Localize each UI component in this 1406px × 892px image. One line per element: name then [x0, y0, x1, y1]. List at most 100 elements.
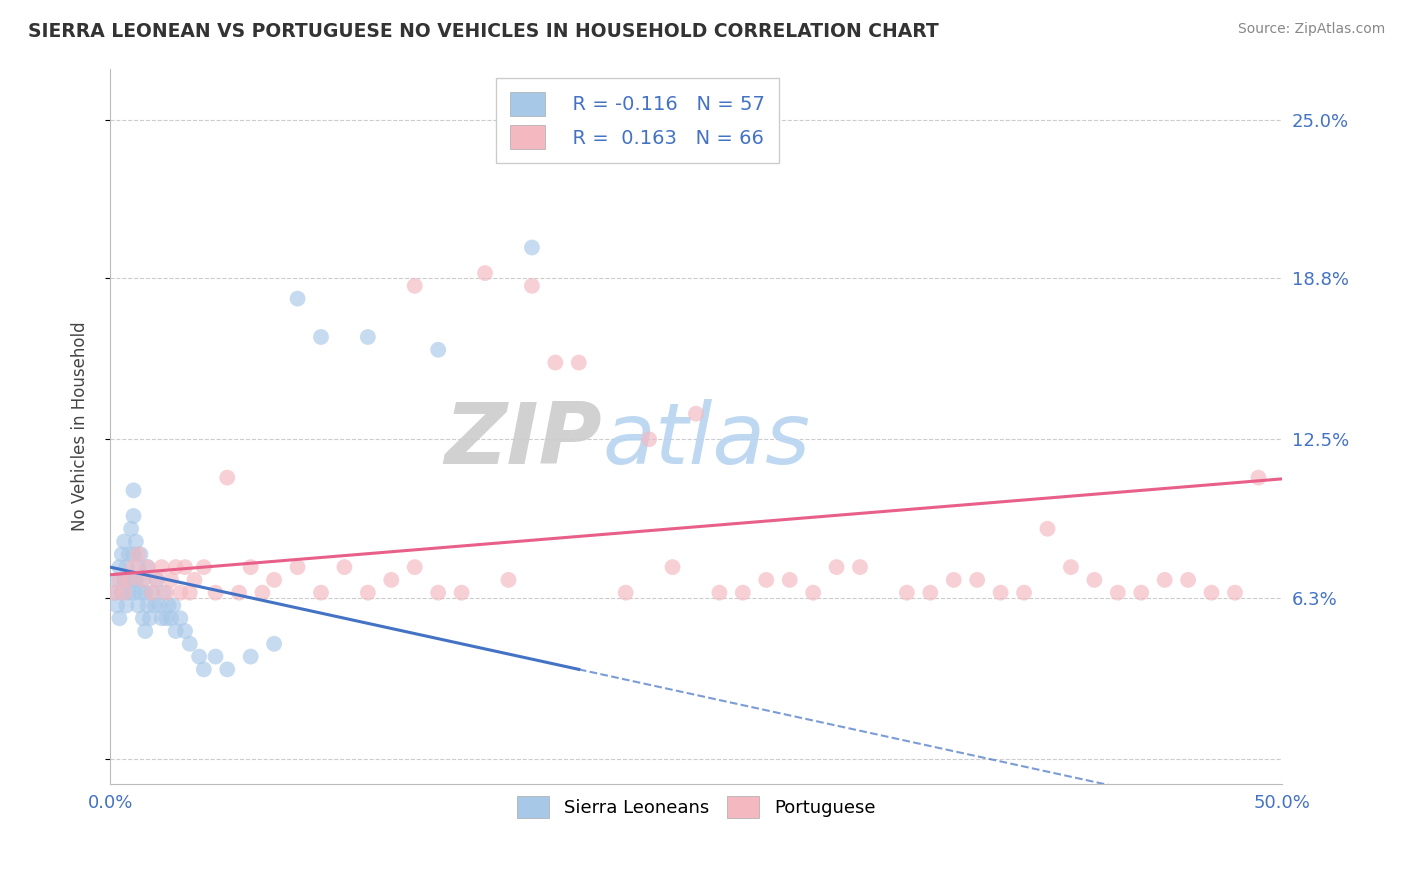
Point	[165, 624, 187, 638]
Point	[162, 599, 184, 613]
Point	[228, 585, 250, 599]
Point	[122, 560, 145, 574]
Point	[357, 330, 380, 344]
Point	[104, 585, 127, 599]
Point	[132, 573, 155, 587]
Point	[1107, 585, 1129, 599]
Point	[1130, 585, 1153, 599]
Point	[217, 470, 239, 484]
Point	[404, 278, 426, 293]
Point	[132, 611, 155, 625]
Point	[122, 508, 145, 523]
Point	[188, 649, 211, 664]
Point	[108, 611, 131, 625]
Point	[108, 560, 131, 574]
Point	[120, 573, 142, 587]
Point	[125, 573, 148, 587]
Point	[849, 560, 872, 574]
Point	[779, 573, 801, 587]
Point	[160, 573, 183, 587]
Point	[118, 573, 141, 587]
Y-axis label: No Vehicles in Household: No Vehicles in Household	[72, 322, 89, 532]
Point	[118, 547, 141, 561]
Point	[129, 547, 152, 561]
Point	[252, 585, 274, 599]
Point	[112, 534, 135, 549]
Point	[108, 573, 131, 587]
Point	[112, 573, 135, 587]
Point	[380, 573, 402, 587]
Point	[115, 560, 138, 574]
Point	[193, 560, 215, 574]
Point	[179, 637, 201, 651]
Point	[263, 573, 285, 587]
Point	[165, 560, 187, 574]
Point	[920, 585, 942, 599]
Point	[427, 343, 450, 357]
Point	[111, 547, 134, 561]
Point	[287, 292, 309, 306]
Point	[127, 599, 149, 613]
Point	[825, 560, 848, 574]
Text: Source: ZipAtlas.com: Source: ZipAtlas.com	[1237, 22, 1385, 37]
Point	[155, 611, 177, 625]
Point	[474, 266, 496, 280]
Point	[169, 611, 191, 625]
Point	[450, 585, 472, 599]
Point	[1201, 585, 1223, 599]
Text: atlas: atlas	[602, 400, 810, 483]
Point	[134, 585, 156, 599]
Point	[731, 585, 754, 599]
Point	[146, 573, 169, 587]
Point	[139, 611, 162, 625]
Point	[309, 330, 332, 344]
Point	[122, 585, 145, 599]
Text: SIERRA LEONEAN VS PORTUGUESE NO VEHICLES IN HOUSEHOLD CORRELATION CHART: SIERRA LEONEAN VS PORTUGUESE NO VEHICLES…	[28, 22, 939, 41]
Point	[520, 240, 543, 254]
Point	[1083, 573, 1105, 587]
Point	[1012, 585, 1035, 599]
Point	[709, 585, 731, 599]
Legend: Sierra Leoneans, Portuguese: Sierra Leoneans, Portuguese	[509, 789, 883, 825]
Point	[136, 560, 159, 574]
Point	[1060, 560, 1083, 574]
Point	[134, 624, 156, 638]
Point	[129, 585, 152, 599]
Point	[896, 585, 918, 599]
Point	[169, 585, 191, 599]
Point	[404, 560, 426, 574]
Point	[661, 560, 683, 574]
Point	[120, 522, 142, 536]
Point	[217, 662, 239, 676]
Point	[127, 560, 149, 574]
Point	[1036, 522, 1059, 536]
Point	[174, 624, 197, 638]
Point	[122, 547, 145, 561]
Point	[153, 585, 176, 599]
Point	[183, 573, 205, 587]
Point	[1223, 585, 1246, 599]
Point	[427, 585, 450, 599]
Point	[174, 560, 197, 574]
Point	[122, 483, 145, 498]
Point	[160, 611, 183, 625]
Point	[115, 599, 138, 613]
Point	[287, 560, 309, 574]
Point	[150, 560, 173, 574]
Point	[125, 534, 148, 549]
Point	[127, 547, 149, 561]
Point	[966, 573, 988, 587]
Point	[112, 585, 135, 599]
Point	[309, 585, 332, 599]
Point	[146, 573, 169, 587]
Point	[801, 585, 824, 599]
Point	[141, 585, 163, 599]
Point	[544, 355, 567, 369]
Point	[263, 637, 285, 651]
Point	[333, 560, 356, 574]
Point	[118, 585, 141, 599]
Point	[942, 573, 965, 587]
Point	[498, 573, 520, 587]
Text: ZIP: ZIP	[444, 400, 602, 483]
Point	[755, 573, 778, 587]
